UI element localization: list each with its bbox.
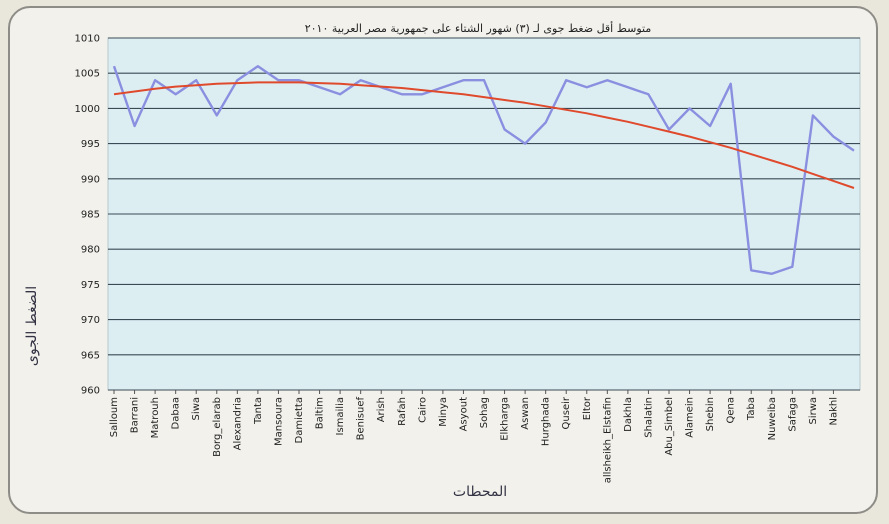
x-tick-label: Qena — [726, 397, 737, 424]
x-tick-label: Mansoura — [273, 397, 284, 446]
x-tick-label: Rafah — [397, 397, 408, 426]
x-tick-label: allsheikh_Elstafin — [602, 397, 613, 483]
x-tick-label: Barrani — [130, 397, 141, 433]
x-tick-label: Shalatin — [643, 397, 654, 438]
trend-line — [113, 81, 855, 189]
x-tick-label: Borg_elarab — [212, 397, 223, 457]
x-axis-ticks: Salloum Barrani Matrouh Dabaa Siwa Borg_elara… — [109, 390, 839, 483]
x-axis-title: المحطات — [453, 484, 507, 500]
x-tick-label: Asyout — [458, 397, 469, 431]
chart-frame: متوسط أقل ضغط جوى لـ (٣) شهور الشتاء على… — [8, 6, 878, 514]
y-tick-label: 1010 — [75, 34, 100, 45]
x-tick-label: Cairo — [417, 397, 428, 423]
x-tick-label: Nakhl — [828, 397, 839, 426]
y-axis-title: الضغط الجوى — [24, 286, 40, 366]
x-tick-label: Baltim — [315, 397, 326, 429]
x-tick-label: Sohag — [479, 397, 490, 428]
series-lines — [112, 65, 855, 275]
x-tick-label: Elkharga — [500, 397, 511, 441]
x-tick-label: Ismailia — [335, 397, 346, 436]
x-tick-label: Siwa — [191, 397, 202, 420]
x-tick-label: Eltor — [582, 396, 593, 420]
x-tick-label: Taba — [746, 397, 757, 421]
y-tick-label: 975 — [81, 280, 100, 291]
x-tick-label: Safaga — [787, 397, 798, 432]
chart-title: متوسط أقل ضغط جوى لـ (٣) شهور الشتاء على… — [305, 21, 652, 35]
y-tick-label: 990 — [81, 174, 100, 185]
y-tick-label: 970 — [81, 315, 100, 326]
x-tick-label: Quseir — [561, 396, 572, 429]
y-axis-ticks: 1010 1005 1000 995 990 985 980 975 970 965 960 — [75, 34, 100, 397]
y-tick-label: 980 — [81, 245, 100, 256]
grid-lines — [108, 37, 860, 391]
x-tick-label: Nuweiba — [767, 397, 778, 440]
x-tick-label: Salloum — [109, 397, 120, 437]
x-tick-label: Minya — [438, 397, 449, 427]
x-tick-label: Abu_Simbel — [664, 397, 675, 456]
x-tick-label: Benisuef — [356, 397, 367, 441]
y-tick-label: 995 — [81, 139, 100, 150]
x-tick-label: Alexandria — [232, 397, 243, 450]
x-tick-label: Aswan — [520, 397, 531, 430]
y-tick-label: 965 — [81, 350, 100, 361]
x-tick-label: Arish — [376, 397, 387, 422]
x-tick-label: Dakhla — [623, 397, 634, 432]
x-tick-label: Sirwa — [808, 397, 819, 425]
line-chart: متوسط أقل ضغط جوى لـ (٣) شهور الشتاء على… — [24, 21, 861, 500]
pressure-series-line — [112, 65, 855, 275]
x-tick-label: Shebin — [705, 397, 716, 431]
x-tick-label: Dabaa — [171, 397, 182, 429]
y-tick-label: 1000 — [75, 104, 100, 115]
x-tick-label: Matrouh — [150, 397, 161, 438]
x-tick-label: Tanta — [253, 397, 264, 425]
y-tick-label: 1005 — [75, 69, 100, 80]
x-tick-label: Alamein — [685, 397, 696, 438]
y-tick-label: 985 — [81, 210, 100, 221]
x-tick-label: Hurghada — [541, 397, 552, 446]
y-tick-label: 960 — [81, 386, 100, 397]
x-tick-label: Damietta — [294, 397, 305, 443]
